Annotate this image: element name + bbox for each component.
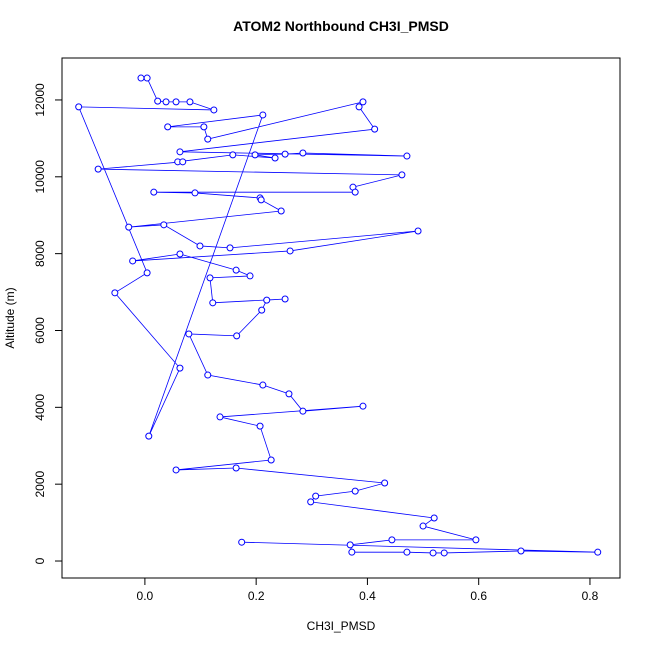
plot-box	[61, 57, 621, 579]
point	[191, 189, 199, 197]
point	[355, 103, 363, 111]
point	[210, 106, 218, 114]
point	[185, 330, 193, 338]
point	[359, 98, 367, 106]
point	[150, 188, 158, 196]
y-tick-label: 4000	[33, 394, 47, 421]
point	[381, 479, 389, 487]
point	[259, 381, 267, 389]
point	[351, 487, 359, 495]
point	[162, 98, 170, 106]
y-tick-label: 6000	[33, 317, 47, 344]
point	[216, 413, 224, 421]
point	[258, 306, 266, 314]
point	[403, 548, 411, 556]
point	[209, 299, 217, 307]
y-tick-label: 2000	[33, 471, 47, 498]
point	[226, 244, 234, 252]
point	[359, 402, 367, 410]
point	[154, 97, 162, 105]
point	[594, 548, 602, 556]
series-line	[78, 77, 598, 554]
point	[267, 456, 275, 464]
point	[351, 188, 359, 196]
point	[160, 221, 168, 229]
point	[176, 250, 184, 258]
point	[312, 492, 320, 500]
point	[398, 171, 406, 179]
point	[419, 522, 427, 530]
point	[299, 407, 307, 415]
point	[348, 548, 356, 556]
point	[143, 74, 151, 82]
x-tick-label: 0.0	[137, 589, 154, 603]
point	[256, 422, 264, 430]
point	[204, 135, 212, 143]
point	[517, 547, 525, 555]
point	[164, 123, 172, 131]
point	[277, 207, 285, 215]
point	[143, 269, 151, 277]
point	[145, 432, 153, 440]
x-axis-label: CH3I_PMSD	[307, 619, 376, 633]
point	[281, 150, 289, 158]
point	[94, 165, 102, 173]
point	[403, 152, 411, 160]
chart-title: ATOM2 Northbound CH3I_PMSD	[233, 18, 449, 34]
y-tick-label: 8000	[33, 240, 47, 267]
point	[440, 549, 448, 557]
y-tick-label: 12000	[33, 83, 47, 117]
point	[186, 98, 194, 106]
point	[263, 296, 271, 304]
point	[129, 257, 137, 265]
point	[307, 498, 315, 506]
point	[137, 74, 145, 82]
point	[179, 158, 187, 166]
point	[281, 295, 289, 303]
point	[229, 151, 237, 159]
point	[271, 154, 279, 162]
point	[233, 332, 241, 340]
point	[196, 242, 204, 250]
point	[429, 549, 437, 557]
point	[472, 536, 480, 544]
point	[299, 149, 307, 157]
point	[414, 227, 422, 235]
x-tick-label: 0.8	[582, 589, 599, 603]
point	[259, 111, 267, 119]
x-tick-label: 0.2	[248, 589, 265, 603]
x-tick-label: 0.4	[359, 589, 376, 603]
point	[206, 274, 214, 282]
point	[238, 538, 246, 546]
point	[251, 151, 259, 159]
point	[204, 371, 212, 379]
x-tick-label: 0.6	[470, 589, 487, 603]
point	[172, 466, 180, 474]
point	[176, 364, 184, 372]
point	[176, 148, 184, 156]
point	[232, 266, 240, 274]
y-tick-label: 10000	[33, 160, 47, 194]
y-tick-label: 0	[33, 557, 47, 564]
y-axis-label: Altitude (m)	[3, 287, 17, 348]
point	[172, 98, 180, 106]
point	[371, 125, 379, 133]
point	[75, 103, 83, 111]
point	[111, 289, 119, 297]
point	[285, 390, 293, 398]
point	[246, 272, 254, 280]
point	[257, 196, 265, 204]
point	[388, 536, 396, 544]
point	[232, 464, 240, 472]
point	[200, 123, 208, 131]
point	[286, 247, 294, 255]
point	[430, 514, 438, 522]
point	[346, 541, 354, 549]
point	[125, 223, 133, 231]
